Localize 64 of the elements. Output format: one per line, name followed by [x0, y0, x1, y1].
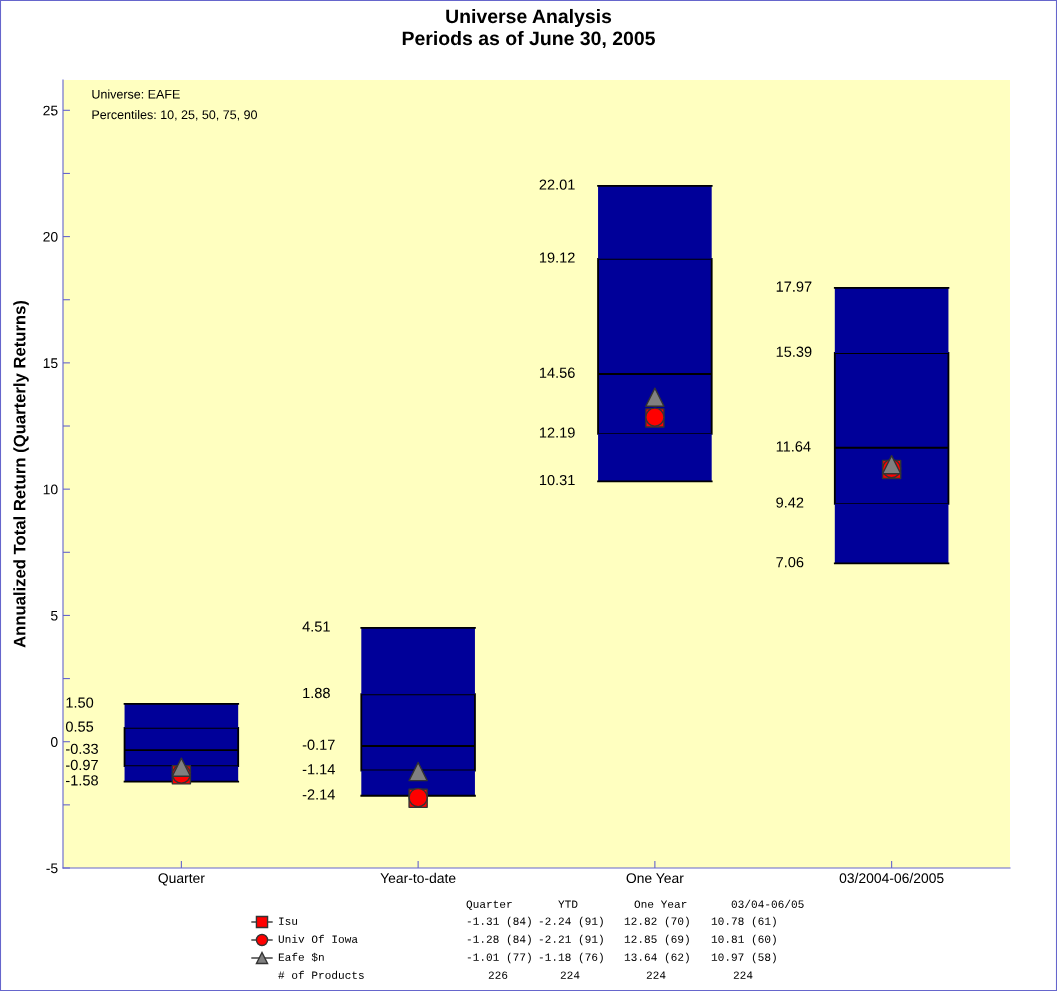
annotation: 12.19 — [539, 427, 575, 438]
text: 03/04-06/05 — [731, 899, 804, 908]
y-tick-label: 5 — [50, 610, 58, 621]
text: 226 — [488, 971, 508, 979]
x-tick-label: 03/2004-06/2005 — [839, 872, 944, 884]
y-tick-label: 20 — [43, 231, 58, 242]
x-tick-label: Quarter — [158, 873, 205, 886]
text: 13.64 (62) — [624, 952, 689, 964]
y-axis-title: Annualized Total Return (Quarterly Returns) — [13, 300, 29, 648]
y-tick-label: 25 — [43, 105, 58, 116]
y-tick-label: 0 — [50, 737, 58, 747]
annotation: 4.51 — [302, 621, 330, 632]
annotation: 15.39 — [776, 346, 812, 357]
text: -1.18 (76) — [539, 952, 603, 964]
text: -2.24 (91) — [539, 916, 603, 928]
annotation: Universe: EAFE — [92, 89, 180, 99]
annotation: -1.58 — [66, 775, 98, 786]
annotation: 7.06 — [776, 557, 804, 568]
annotation: 11.64 — [776, 441, 811, 452]
text: One Year — [634, 900, 687, 908]
point — [645, 387, 665, 407]
chart-title: Universe Analysis — [446, 8, 612, 28]
annotation: 10.31 — [539, 474, 575, 486]
annotation: 14.56 — [539, 367, 575, 378]
text: 12.85 (69) — [624, 934, 689, 946]
y-tick-label: 15 — [43, 358, 58, 369]
text: YTD — [558, 900, 578, 908]
text: 12.82 (70) — [624, 916, 689, 928]
text: Quarter — [466, 900, 512, 910]
y-tick-label: -5 — [46, 863, 58, 874]
x-tick-label: One Year — [626, 873, 684, 884]
annotation: -0.33 — [66, 743, 98, 754]
annotation: 1.50 — [66, 697, 94, 708]
chart-subtitle: Periods as of June 30, 2005 — [402, 30, 655, 49]
annotation: 17.97 — [776, 281, 812, 292]
annotation: 1.88 — [303, 687, 330, 699]
annotation: -2.14 — [302, 789, 335, 800]
y-tick-label: 10 — [43, 484, 58, 495]
text: 10.78 (61) — [711, 916, 776, 928]
text: 224 — [560, 971, 580, 979]
text: -1.01 (77) — [467, 952, 531, 964]
x-tick-label: Year-to-date — [380, 872, 456, 884]
annotation: 19.12 — [539, 252, 575, 263]
annotation: 22.01 — [539, 179, 575, 190]
annotation: Percentiles: 10, 25, 50, 75, 90 — [92, 109, 257, 121]
annotation: 0.55 — [65, 721, 94, 732]
text: -2.21 (91) — [539, 934, 603, 946]
legend-label: Univ Of Iowa — [278, 934, 358, 943]
point — [408, 761, 428, 782]
legend-label: Isu — [279, 917, 298, 925]
text: -1.28 (84) — [467, 934, 531, 946]
text: 10.81 (60) — [711, 934, 776, 946]
text: -1.31 (84) — [467, 916, 531, 928]
legend-label: Eafe $n — [278, 952, 324, 962]
annotation: -0.97 — [66, 759, 98, 771]
annotation: -0.17 — [302, 739, 335, 750]
annotation: 9.42 — [776, 497, 804, 508]
point — [881, 454, 902, 475]
text: # of Products — [278, 970, 364, 980]
text: 224 — [733, 971, 753, 979]
text: 224 — [646, 971, 666, 979]
point — [171, 757, 192, 777]
text: 10.97 (58) — [711, 952, 776, 964]
annotation: -1.14 — [302, 764, 335, 775]
